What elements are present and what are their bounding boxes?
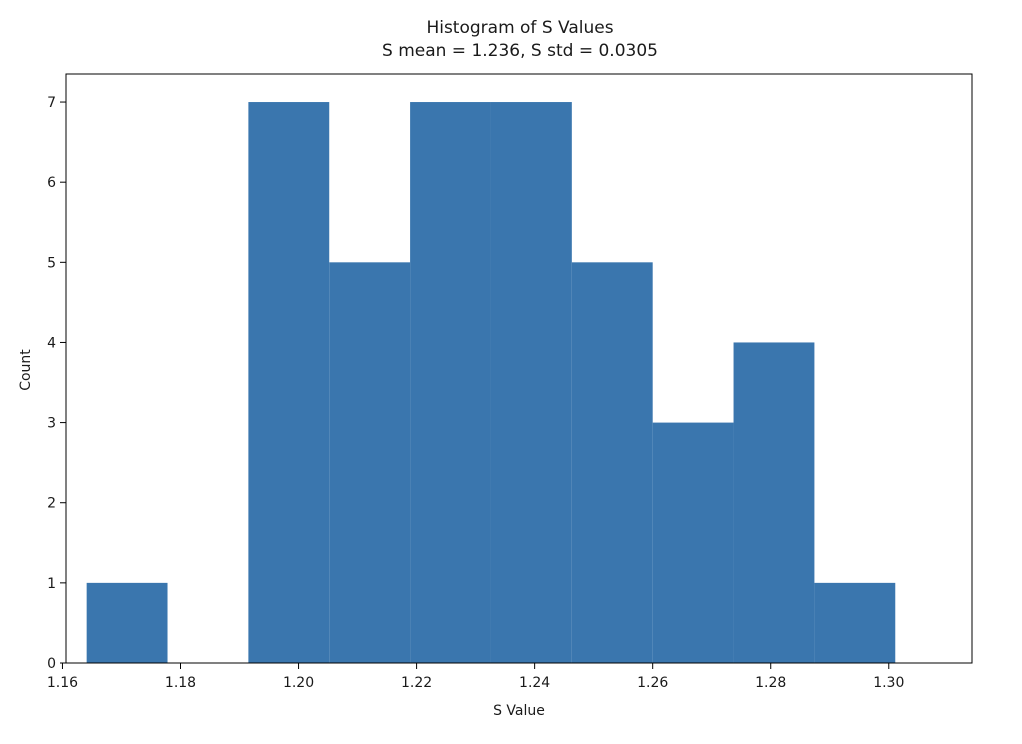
x-axis-ticks: 1.16 1.18 1.20 1.22 1.24 1.26 1.28 1.30 xyxy=(47,663,904,691)
histogram-bar xyxy=(733,342,815,663)
histogram-bar xyxy=(410,102,491,664)
histogram-bar xyxy=(490,102,572,664)
histogram-bar xyxy=(571,262,653,663)
y-tick-label: 1 xyxy=(47,576,56,592)
histogram-bar xyxy=(652,422,734,663)
histogram-bar xyxy=(248,102,330,664)
x-axis-label: S Value xyxy=(493,703,545,719)
y-tick-label: 6 xyxy=(47,175,56,191)
histogram-bar xyxy=(814,582,896,663)
x-tick-label: 1.24 xyxy=(519,675,550,691)
x-tick-label: 1.22 xyxy=(401,675,432,691)
y-tick-label: 2 xyxy=(47,496,56,512)
x-tick-label: 1.30 xyxy=(873,675,904,691)
x-tick-label: 1.16 xyxy=(47,675,78,691)
x-tick-label: 1.18 xyxy=(165,675,196,691)
y-tick-label: 7 xyxy=(47,95,56,111)
y-tick-label: 3 xyxy=(47,416,56,432)
chart-subtitle: S mean = 1.236, S std = 0.0305 xyxy=(382,41,658,61)
histogram-bars xyxy=(86,102,896,664)
x-tick-label: 1.28 xyxy=(755,675,786,691)
x-tick-label: 1.20 xyxy=(283,675,314,691)
chart-title: Histogram of S Values xyxy=(426,18,613,38)
y-axis-label: Count xyxy=(18,349,34,391)
histogram-bar xyxy=(86,582,168,663)
histogram-bar xyxy=(329,262,411,663)
y-tick-label: 0 xyxy=(47,656,56,672)
y-axis-ticks: 0 1 2 3 4 5 6 7 xyxy=(47,95,66,672)
x-tick-label: 1.26 xyxy=(637,675,668,691)
y-tick-label: 4 xyxy=(47,335,56,351)
plot-frame xyxy=(65,73,973,664)
y-tick-label: 5 xyxy=(47,255,56,271)
